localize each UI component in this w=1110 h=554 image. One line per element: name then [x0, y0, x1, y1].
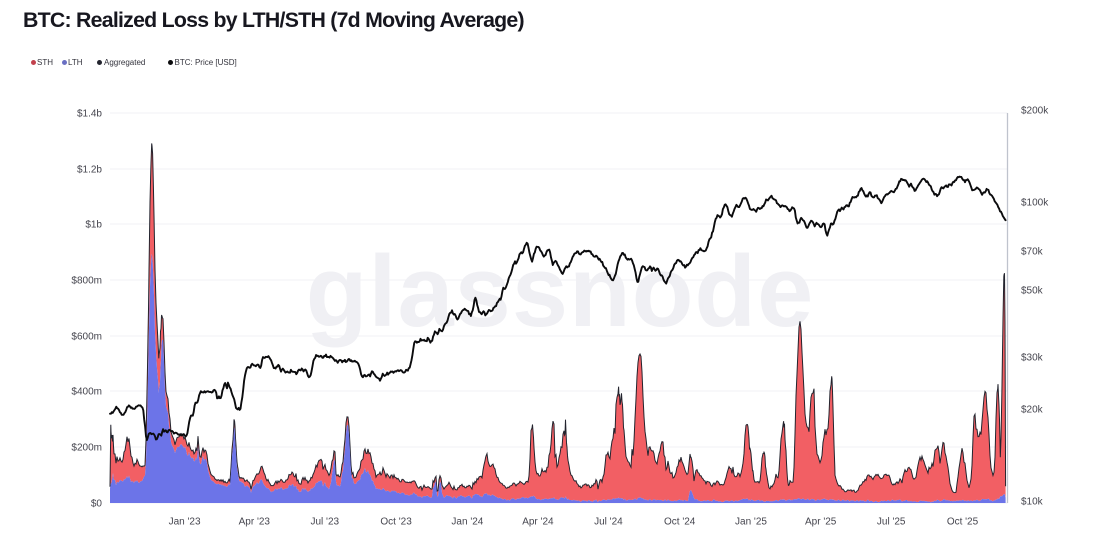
- svg-text:Jul '25: Jul '25: [877, 517, 906, 528]
- svg-text:$400m: $400m: [71, 387, 102, 398]
- svg-text:Oct '23: Oct '23: [380, 517, 412, 528]
- svg-text:$0: $0: [91, 499, 103, 510]
- svg-text:$10k: $10k: [1021, 497, 1044, 508]
- svg-text:$200m: $200m: [71, 443, 102, 454]
- svg-text:glassnode: glassnode: [306, 236, 815, 348]
- svg-text:Jan '24: Jan '24: [451, 517, 483, 528]
- svg-text:$800m: $800m: [71, 276, 102, 287]
- svg-text:$600m: $600m: [71, 332, 102, 343]
- svg-text:$50k: $50k: [1021, 286, 1044, 297]
- svg-text:$70k: $70k: [1021, 247, 1044, 258]
- svg-text:Oct '25: Oct '25: [947, 517, 979, 528]
- svg-text:$1.2b: $1.2b: [77, 165, 102, 176]
- svg-text:Apr '24: Apr '24: [522, 517, 554, 528]
- svg-text:Oct '24: Oct '24: [664, 517, 696, 528]
- svg-text:Jan '23: Jan '23: [169, 517, 201, 528]
- svg-text:$20k: $20k: [1021, 405, 1044, 416]
- svg-text:$30k: $30k: [1021, 353, 1044, 364]
- svg-text:Jul '23: Jul '23: [311, 517, 340, 528]
- svg-text:$100k: $100k: [1021, 198, 1049, 209]
- svg-text:Jan '25: Jan '25: [735, 517, 767, 528]
- svg-text:Jul '24: Jul '24: [594, 517, 623, 528]
- svg-text:Apr '23: Apr '23: [239, 517, 271, 528]
- svg-text:$1b: $1b: [85, 220, 102, 231]
- svg-text:$200k: $200k: [1021, 106, 1049, 117]
- svg-text:Apr '25: Apr '25: [805, 517, 837, 528]
- svg-text:$1.4b: $1.4b: [77, 109, 102, 120]
